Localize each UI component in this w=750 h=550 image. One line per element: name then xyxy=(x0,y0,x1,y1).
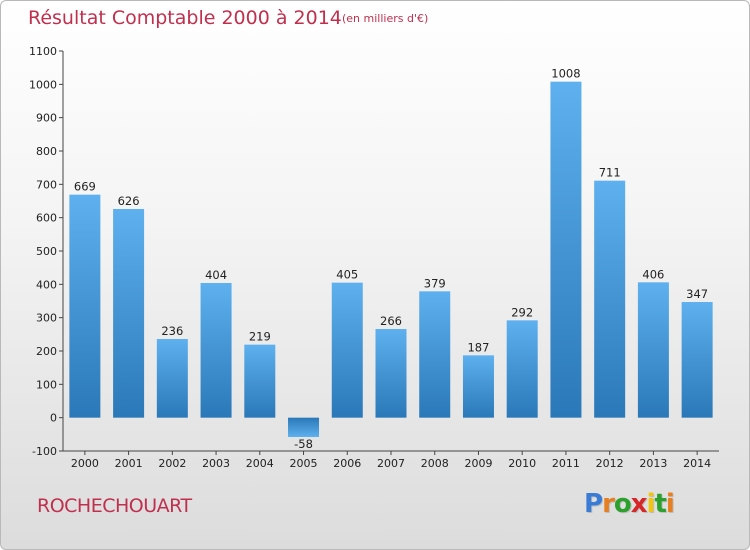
x-tick-label: 2012 xyxy=(596,457,624,470)
data-label: 236 xyxy=(161,324,183,338)
data-label: 379 xyxy=(424,276,446,290)
y-tick-label: 900 xyxy=(36,112,57,125)
bar-2012 xyxy=(594,180,626,418)
x-tick-label: 2009 xyxy=(464,457,492,470)
data-label: 405 xyxy=(336,268,358,282)
y-tick-label: 600 xyxy=(36,212,57,225)
bar-2013 xyxy=(637,282,669,418)
data-label: -58 xyxy=(294,437,313,451)
logo-letter: P xyxy=(584,489,603,519)
data-label: 1008 xyxy=(551,67,580,81)
data-label: 347 xyxy=(686,287,708,301)
data-label: 219 xyxy=(249,330,271,344)
logo-letter: i xyxy=(665,489,675,519)
bar-2007 xyxy=(375,329,407,418)
bar-2006 xyxy=(331,282,363,418)
y-tick-label: 100 xyxy=(36,378,57,391)
bar-2000 xyxy=(69,194,101,418)
x-tick-label: 2000 xyxy=(71,457,99,470)
logo-letter: r xyxy=(602,489,615,519)
y-tick-label: 700 xyxy=(36,178,57,191)
x-tick-label: 2011 xyxy=(552,457,580,470)
bar-2001 xyxy=(113,209,145,418)
chart-subtitle: (en milliers d'€) xyxy=(342,12,429,25)
logo-letter: o xyxy=(613,489,632,519)
y-tick-label: 0 xyxy=(50,412,57,425)
bar-2010 xyxy=(506,320,538,418)
data-label: 406 xyxy=(642,267,664,281)
x-tick-label: 2014 xyxy=(683,457,711,470)
y-tick-label: 300 xyxy=(36,312,57,325)
data-label: 404 xyxy=(205,268,227,282)
bar-2004 xyxy=(244,344,276,418)
data-label: 626 xyxy=(118,194,140,208)
y-tick-label: 400 xyxy=(36,278,57,291)
x-tick-label: 2003 xyxy=(202,457,230,470)
x-tick-label: 2002 xyxy=(158,457,186,470)
y-tick-label: 1100 xyxy=(29,45,57,58)
chart-title: Résultat Comptable 2000 à 2014 xyxy=(28,7,342,29)
x-tick-label: 2006 xyxy=(333,457,361,470)
y-tick-label: -100 xyxy=(32,445,57,458)
y-tick-label: 800 xyxy=(36,145,57,158)
proxiti-logo: Proxiti xyxy=(584,489,675,519)
data-label: 292 xyxy=(511,305,533,319)
x-tick-label: 2008 xyxy=(421,457,449,470)
x-tick-label: 2004 xyxy=(246,457,274,470)
data-label: 187 xyxy=(467,340,489,354)
town-name: ROCHECHOUART xyxy=(37,495,192,517)
data-label: 669 xyxy=(74,180,96,194)
bar-2003 xyxy=(200,283,232,418)
bar-2002 xyxy=(156,339,188,418)
y-tick-label: 1000 xyxy=(29,78,57,91)
bar-2014 xyxy=(681,302,713,418)
logo-letter: t xyxy=(654,489,666,519)
y-tick-label: 200 xyxy=(36,345,57,358)
data-label: 711 xyxy=(599,166,621,180)
x-tick-label: 2013 xyxy=(639,457,667,470)
x-tick-label: 2007 xyxy=(377,457,405,470)
bar-2009 xyxy=(462,355,494,418)
x-tick-label: 2005 xyxy=(290,457,318,470)
bar-2008 xyxy=(419,291,451,418)
logo-letter: i xyxy=(646,489,656,519)
bar-2005 xyxy=(288,417,320,437)
y-tick-label: 500 xyxy=(36,245,57,258)
bar-2011 xyxy=(550,81,582,418)
x-tick-label: 2010 xyxy=(508,457,536,470)
data-label: 266 xyxy=(380,314,402,328)
x-tick-label: 2001 xyxy=(115,457,143,470)
logo-letter: x xyxy=(630,489,648,519)
